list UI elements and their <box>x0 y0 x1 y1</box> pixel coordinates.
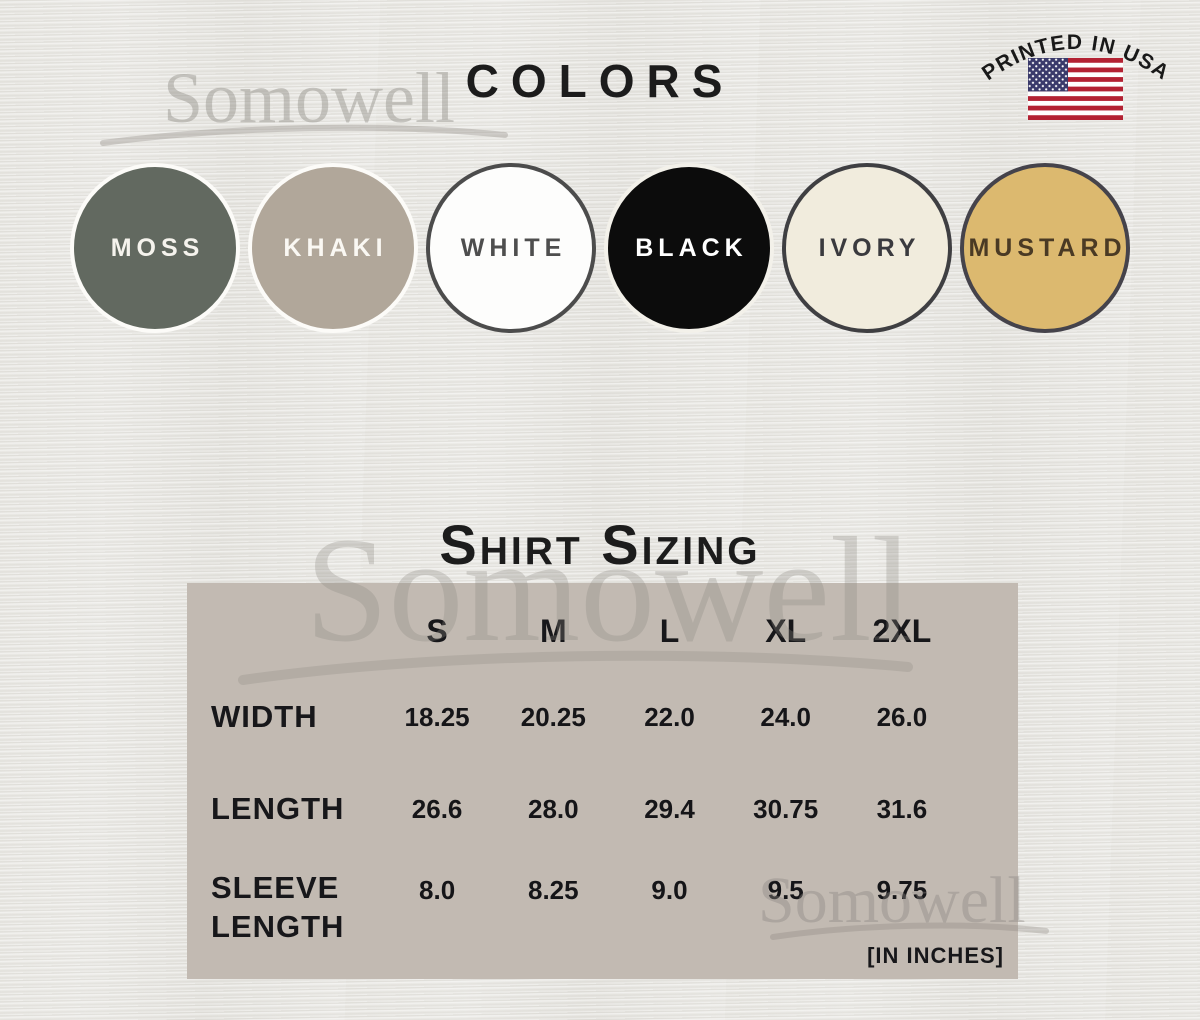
color-swatch-row: MOSS KHAKI WHITE BLACK IVORY MUSTARD <box>0 163 1200 333</box>
size-value: 9.75 <box>876 875 928 905</box>
row-label: LENGTH <box>211 790 345 826</box>
units-note: [IN INCHES] <box>867 943 1004 968</box>
watermark-swoosh-middle <box>238 650 913 685</box>
size-value: 24.0 <box>760 701 811 732</box>
size-column-header: M <box>539 612 567 649</box>
size-value: 28.0 <box>527 793 579 824</box>
size-column-header: S <box>426 612 448 649</box>
color-swatch-label: IVORY <box>818 233 921 262</box>
size-value: 22.0 <box>644 701 695 732</box>
color-swatch-black: BLACK <box>604 163 774 333</box>
color-swatch-khaki: KHAKI <box>248 163 418 333</box>
size-value: 31.6 <box>876 793 928 824</box>
color-swatch-label: MUSTARD <box>968 233 1127 262</box>
watermark-somowell-top: Somowell <box>163 58 456 138</box>
color-swatch-label: KHAKI <box>283 233 388 262</box>
size-value: 18.25 <box>404 701 470 732</box>
us-flag-icon <box>1028 58 1123 120</box>
color-swatch-moss: MOSS <box>70 163 240 333</box>
sizing-section-title: Shirt Sizing <box>439 513 761 576</box>
color-swatch-ivory: IVORY <box>782 163 952 333</box>
sizing-table-header-row: S M L XL 2XL <box>187 591 960 671</box>
watermark-swoosh-top <box>100 124 508 146</box>
size-column-header: 2XL <box>872 612 932 649</box>
size-value: 8.25 <box>527 875 579 905</box>
colors-section-title: COLORS <box>465 55 735 107</box>
watermark-somowell-middle: Somowell <box>305 507 914 673</box>
size-value: 26.6 <box>411 793 463 824</box>
size-value: 29.4 <box>644 793 695 824</box>
watermark-swoosh-bottom <box>770 922 1049 940</box>
color-swatch-label: BLACK <box>635 233 748 262</box>
color-swatch-mustard: MUSTARD <box>960 163 1130 333</box>
size-column-header: XL <box>765 612 807 649</box>
color-swatch-white: WHITE <box>426 163 596 333</box>
sizing-table: S M L XL 2XL WIDTH 18.25 20.25 22.0 24.0… <box>187 583 1018 979</box>
color-swatch-label: MOSS <box>110 233 205 262</box>
size-value: 9.0 <box>651 875 688 905</box>
color-swatch-label: WHITE <box>460 233 567 262</box>
size-value: 8.0 <box>419 875 456 905</box>
size-value: 26.0 <box>876 701 928 732</box>
row-label: WIDTH <box>211 698 318 734</box>
row-label: SLEEVE LENGTH <box>211 870 345 944</box>
table-row-length: LENGTH 26.6 28.0 29.4 30.75 31.6 <box>187 763 960 855</box>
size-value: 20.25 <box>520 701 586 732</box>
watermark-somowell-bottom: Somowell <box>758 864 1026 937</box>
table-row-sleeve-length: SLEEVE LENGTH 8.0 8.25 9.0 9.5 9.75 <box>187 855 960 975</box>
size-column-header: L <box>659 612 680 649</box>
size-value: 9.5 <box>767 875 804 905</box>
printed-in-usa-badge: PRINTED IN USA <box>976 10 1176 145</box>
size-value: 30.75 <box>753 793 819 824</box>
table-row-width: WIDTH 18.25 20.25 22.0 24.0 26.0 <box>187 671 960 763</box>
